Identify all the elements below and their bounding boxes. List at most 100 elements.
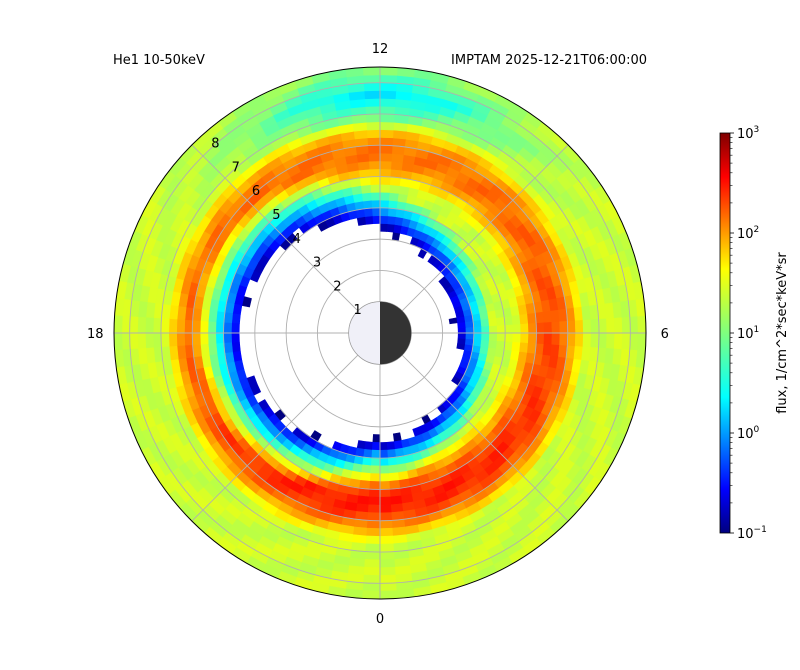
flux-cell xyxy=(387,449,397,459)
flux-cell xyxy=(361,464,372,474)
flux-heatmap xyxy=(114,67,646,599)
flux-cell xyxy=(207,321,217,334)
title-right: IMPTAM 2025-12-21T06:00:00 xyxy=(451,53,647,68)
flux-cell xyxy=(488,332,498,341)
flux-cell xyxy=(207,310,218,323)
flux-cell xyxy=(367,512,381,522)
flux-cell xyxy=(379,168,392,178)
flux-cell xyxy=(392,432,402,442)
flux-cell xyxy=(457,327,467,334)
flux-cell xyxy=(481,332,490,341)
flux-cell xyxy=(379,551,396,561)
flux-cell xyxy=(366,137,381,146)
flux-cell xyxy=(129,332,139,350)
flux-cell xyxy=(168,332,178,348)
flux-cell xyxy=(379,67,398,76)
flux-cell xyxy=(365,535,381,545)
flux-cell xyxy=(362,67,381,76)
flux-cell xyxy=(379,504,393,514)
flux-cell xyxy=(379,449,389,459)
flux-cell xyxy=(598,332,608,349)
flux-cell xyxy=(528,322,537,334)
grid-spoke xyxy=(379,332,569,522)
flux-cell xyxy=(231,332,240,344)
flux-cell xyxy=(504,323,514,334)
flux-cell xyxy=(386,223,395,233)
flux-cell xyxy=(637,332,646,351)
flux-cell xyxy=(379,543,395,553)
flux-cell xyxy=(137,332,147,350)
radial-label-2: 2 xyxy=(333,279,341,294)
colorbar-ticks: 10−1 100 101 102 103 xyxy=(730,125,767,542)
flux-cell xyxy=(388,192,399,202)
flux-cell xyxy=(379,90,397,100)
flux-cell xyxy=(361,192,372,202)
flux-cell xyxy=(160,332,170,348)
flux-cell xyxy=(371,207,381,217)
flux-cell xyxy=(364,551,381,561)
flux-cell xyxy=(379,441,388,451)
radial-label-1: 1 xyxy=(354,303,362,318)
flux-cell xyxy=(543,321,553,334)
flux-cell xyxy=(503,340,514,351)
flux-cell xyxy=(379,559,396,569)
flux-cell xyxy=(379,488,392,498)
flux-cell xyxy=(606,332,616,349)
flux-cell xyxy=(152,317,162,334)
flux-cell xyxy=(231,341,241,353)
flux-cell xyxy=(479,345,489,355)
flux-cell xyxy=(121,315,131,334)
flux-cell xyxy=(392,224,402,234)
flux-cell xyxy=(511,314,521,325)
flux-cell xyxy=(363,574,381,584)
earth-night-side xyxy=(380,301,412,365)
flux-cell xyxy=(379,512,393,522)
flux-cell xyxy=(488,317,498,327)
flux-cell xyxy=(379,590,398,599)
flux-cell xyxy=(528,332,537,344)
flux-cell xyxy=(629,332,639,351)
radial-label-4: 4 xyxy=(293,232,301,247)
radial-label-7: 7 xyxy=(232,160,240,175)
flux-cell xyxy=(379,191,390,201)
flux-cell xyxy=(488,325,498,334)
flux-cell xyxy=(360,472,372,482)
flux-cell xyxy=(176,332,186,347)
flux-cell xyxy=(386,215,396,225)
flux-cell xyxy=(379,74,398,84)
flux-cell xyxy=(464,338,475,346)
flux-cell xyxy=(362,456,373,467)
flux-cell xyxy=(621,316,631,334)
mlt-label-6: 6 xyxy=(661,327,669,342)
flux-cell xyxy=(379,152,393,162)
flux-cell xyxy=(504,332,514,343)
flux-cell xyxy=(168,318,178,334)
flux-cell xyxy=(559,320,569,334)
flux-cell xyxy=(629,315,639,334)
flux-cell xyxy=(527,342,537,354)
flux-cell xyxy=(207,332,217,345)
colorbar-tick-label: 103 xyxy=(737,125,759,142)
flux-cell xyxy=(457,337,467,345)
flux-cell xyxy=(519,313,529,325)
flux-cell xyxy=(366,129,381,139)
flux-cell xyxy=(207,343,218,356)
flux-cell xyxy=(379,520,394,529)
flux-cell xyxy=(520,322,529,334)
flux-cell xyxy=(369,184,381,193)
flux-cell xyxy=(527,312,537,324)
flux-cell xyxy=(520,332,529,344)
flux-cell xyxy=(542,343,553,356)
flux-cell xyxy=(371,449,381,459)
flux-cell xyxy=(543,332,553,345)
flux-cell xyxy=(550,309,560,323)
mlt-label-0: 0 xyxy=(376,612,384,627)
flux-cell xyxy=(448,317,458,325)
grid-spoke xyxy=(191,332,381,522)
flux-cell xyxy=(114,332,123,351)
flux-cell xyxy=(360,184,372,194)
flux-cell xyxy=(363,82,381,92)
colorbar-label: flux, 1/cm^2*sec*keV*sr xyxy=(775,252,790,414)
